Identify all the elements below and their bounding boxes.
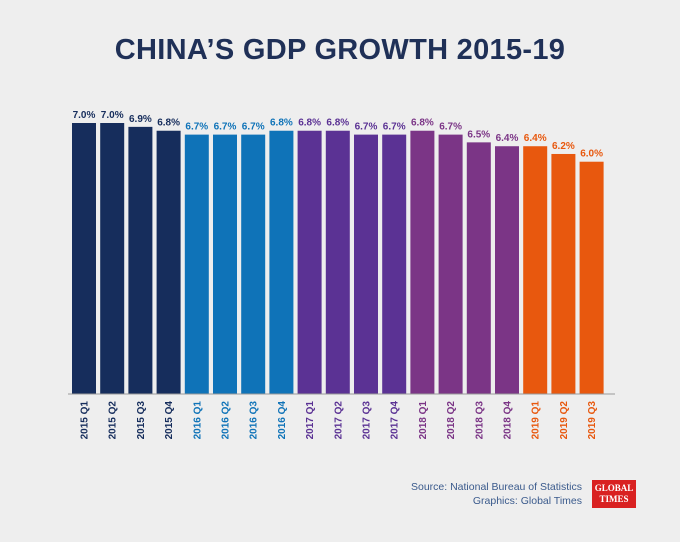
category-label: 2018 Q1: [418, 401, 429, 440]
bar-2019-q2: [551, 153, 576, 394]
source-text: Source: National Bureau of Statistics: [410, 481, 582, 493]
category-label: 2015 Q3: [136, 401, 147, 440]
value-label: 7.0%: [101, 110, 124, 121]
value-label: 6.4%: [496, 133, 519, 144]
category-label: 2017 Q4: [390, 401, 401, 440]
bar-2018-q3: [466, 142, 491, 394]
category-label: 2017 Q2: [333, 401, 344, 440]
value-label: 6.8%: [298, 118, 321, 129]
value-label: 6.2%: [552, 141, 575, 152]
value-label: 6.5%: [467, 129, 490, 140]
category-label: 2018 Q2: [446, 401, 457, 440]
bar-2017-q4: [382, 134, 407, 394]
bar-2016-q4: [269, 130, 294, 394]
value-label: 6.0%: [580, 149, 603, 160]
bar-2015-q4: [156, 130, 181, 394]
value-label: 6.8%: [270, 118, 293, 129]
category-label: 2019 Q3: [587, 401, 598, 440]
bar-2017-q1: [297, 130, 322, 394]
bar-2017-q2: [325, 130, 350, 394]
category-label: 2019 Q2: [559, 401, 570, 440]
category-label: 2016 Q3: [249, 401, 260, 440]
bar-2017-q3: [354, 134, 378, 394]
bar-2015-q2: [100, 123, 125, 394]
logo-line-2: TIMES: [599, 494, 629, 504]
bar-2016-q2: [213, 134, 237, 394]
value-label: 6.8%: [411, 118, 434, 129]
logo-line-1: GLOBAL: [594, 483, 634, 493]
value-label: 6.9%: [129, 114, 152, 125]
bar-2018-q2: [438, 134, 463, 394]
category-label: 2017 Q1: [305, 401, 316, 440]
value-label: 6.7%: [383, 122, 406, 133]
global-times-logo: GLOBAL TIMES: [592, 480, 636, 508]
bar-2019-q3: [579, 161, 604, 394]
graphics-credit-text: Graphics: Global Times: [472, 495, 582, 507]
bar-2016-q3: [241, 134, 266, 394]
category-label: 2017 Q3: [362, 401, 373, 440]
category-label: 2015 Q2: [108, 401, 119, 440]
category-label: 2016 Q1: [192, 401, 203, 440]
value-label: 7.0%: [73, 110, 96, 121]
value-label: 6.7%: [214, 122, 237, 133]
value-label: 6.8%: [157, 118, 180, 129]
category-label: 2016 Q4: [277, 401, 288, 440]
category-label: 2015 Q4: [164, 401, 175, 440]
category-label: 2018 Q3: [474, 401, 485, 440]
value-label: 6.7%: [185, 122, 208, 133]
category-labels-group: 2015 Q1 2015 Q2 2015 Q3 2015 Q4 2016 Q1 2016 …: [80, 401, 599, 440]
bar-2018-q1: [410, 130, 435, 394]
bar-2015-q1: [72, 123, 96, 394]
bar-2016-q1: [184, 134, 209, 394]
category-label: 2016 Q2: [221, 401, 232, 440]
value-label: 6.7%: [355, 122, 378, 133]
category-label: 2015 Q1: [80, 401, 91, 440]
category-label: 2019 Q1: [531, 401, 542, 440]
value-label: 6.4%: [524, 133, 547, 144]
value-label: 6.8%: [326, 118, 349, 129]
value-labels-group: 7.0% 7.0% 6.9% 6.8% 6.7% 6.7% 6.7% 6.8% 6.8% 6.8%…: [73, 110, 604, 160]
chart-title: CHINA’S GDP GROWTH 2015-19: [114, 34, 566, 66]
value-label: 6.7%: [439, 122, 462, 133]
bar-2015-q3: [128, 126, 153, 394]
bar-2018-q4: [495, 146, 519, 394]
bars-group: [72, 123, 604, 394]
category-label: 2018 Q4: [503, 401, 514, 440]
source-credit: Source: National Bureau of Statistics Gr…: [411, 480, 582, 508]
bar-2019-q1: [523, 146, 548, 394]
value-label: 6.7%: [242, 122, 265, 133]
